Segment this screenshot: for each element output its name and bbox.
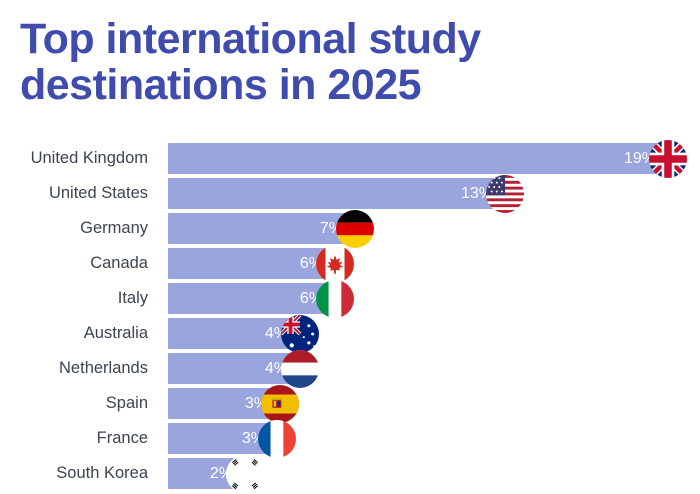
bar-track: 13% — [168, 174, 535, 213]
flag-germany-icon — [336, 209, 374, 248]
category-label: Germany — [80, 219, 148, 237]
category-label: Canada — [90, 254, 148, 272]
bar-track: 3% — [168, 419, 307, 458]
bar — [168, 248, 335, 279]
bar — [168, 353, 300, 384]
category-label: Spain — [105, 394, 148, 412]
flag-italy-icon — [316, 279, 354, 318]
bar-track: 3% — [168, 384, 310, 423]
bar-track: 6% — [168, 244, 365, 283]
category-label: Italy — [117, 289, 148, 307]
bar-row: Spain 3% — [0, 384, 700, 423]
flag-united-kingdom-icon — [649, 139, 687, 178]
flag-spain-icon — [261, 384, 299, 423]
bar — [168, 178, 505, 209]
bar-row: United Kingdom 19% — [0, 139, 700, 178]
bar-track: 4% — [168, 314, 330, 353]
flag-united-states-icon — [486, 174, 524, 213]
page-title: Top international study destinations in … — [20, 15, 481, 109]
bar-row: Australia 4% — [0, 314, 700, 353]
bar-row: Italy 6% — [0, 279, 700, 318]
bar-row: Canada 6% — [0, 244, 700, 283]
bar-track: 4% — [168, 349, 330, 388]
bar-track: 7% — [168, 209, 385, 248]
bar-chart-plot-area: United Kingdom 19% United States 13% Germa… — [0, 139, 700, 494]
bar — [168, 213, 355, 244]
bar-row: Germany 7% — [0, 209, 700, 248]
bar-row: France 3% — [0, 419, 700, 458]
bar-track: 19% — [168, 139, 698, 178]
category-label: South Korea — [56, 464, 148, 482]
bar — [168, 143, 668, 174]
bar-row: South Korea 2% — [0, 454, 700, 493]
bar-track: 2% — [168, 454, 275, 493]
category-label: France — [96, 429, 148, 447]
bar-value-label: 13% — [460, 185, 493, 202]
bar — [168, 283, 335, 314]
bar-track: 6% — [168, 279, 365, 318]
bar — [168, 318, 300, 349]
flag-south-korea-icon — [226, 454, 264, 493]
category-label: Netherlands — [59, 359, 148, 377]
flag-canada-icon — [316, 244, 354, 283]
category-label: United States — [48, 184, 148, 202]
bar-value-label: 19% — [623, 150, 656, 167]
flag-australia-icon — [281, 314, 319, 353]
bar-row: Netherlands 4% — [0, 349, 700, 388]
bar-row: United States 13% — [0, 174, 700, 213]
flag-france-icon — [258, 419, 296, 458]
category-label: Australia — [83, 324, 148, 342]
flag-netherlands-icon — [281, 349, 319, 388]
category-label: United Kingdom — [30, 149, 148, 167]
